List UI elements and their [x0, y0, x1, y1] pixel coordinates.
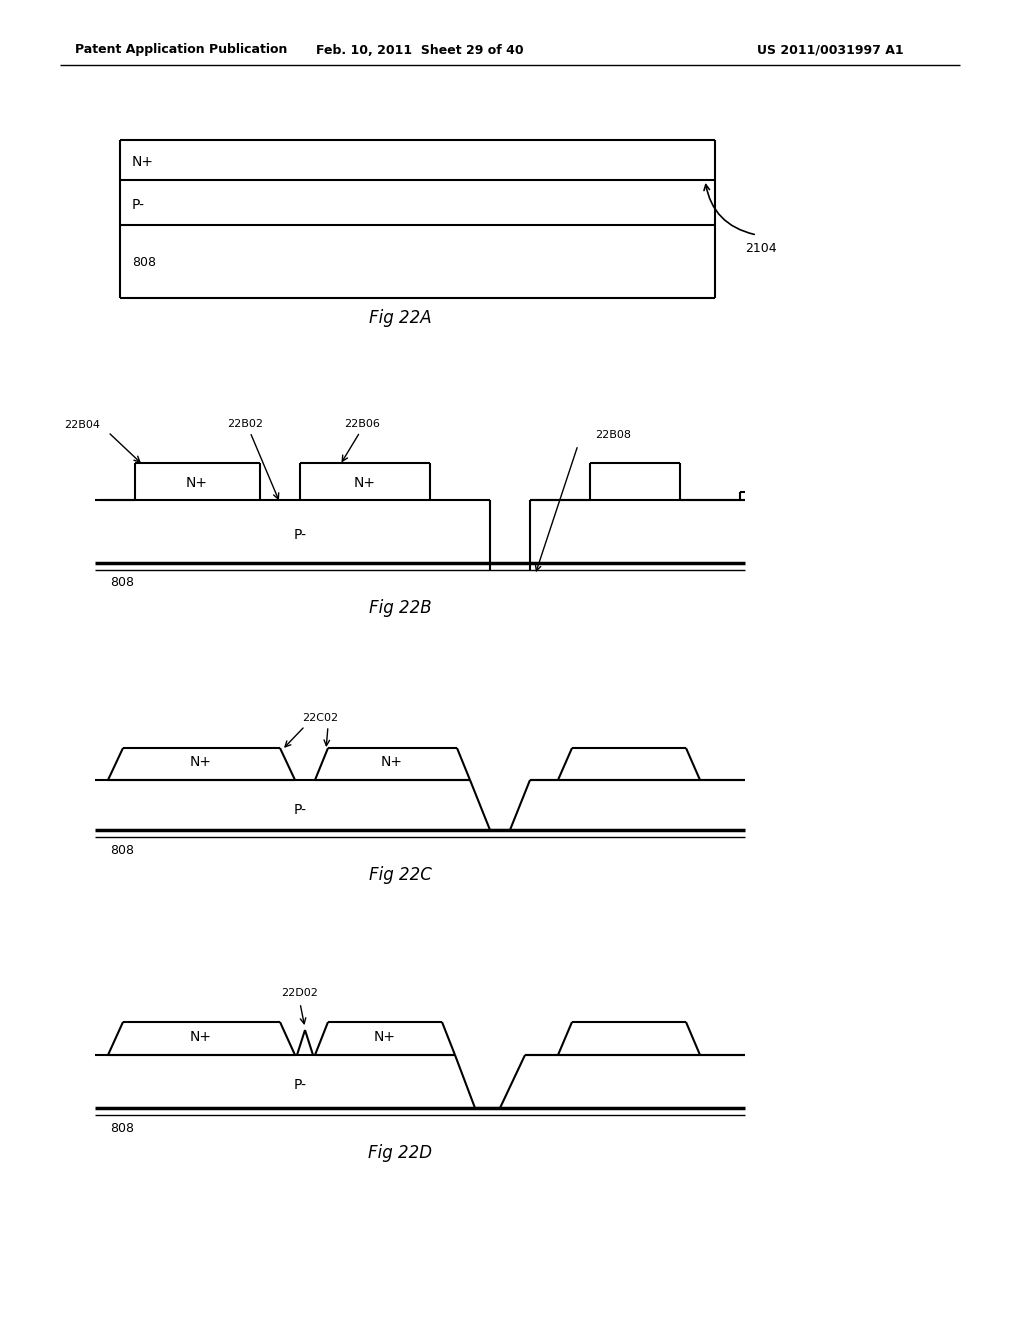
Text: 2104: 2104 [745, 242, 776, 255]
Text: N+: N+ [354, 477, 376, 490]
Text: N+: N+ [190, 1030, 212, 1044]
Text: 22D02: 22D02 [282, 987, 318, 998]
Text: P-: P- [294, 1078, 306, 1092]
Text: Fig 22C: Fig 22C [369, 866, 431, 884]
Text: N+: N+ [132, 154, 154, 169]
Text: 22B08: 22B08 [595, 430, 631, 440]
Text: 808: 808 [110, 577, 134, 590]
Text: N+: N+ [186, 477, 208, 490]
Text: Feb. 10, 2011  Sheet 29 of 40: Feb. 10, 2011 Sheet 29 of 40 [316, 44, 524, 57]
Text: 808: 808 [110, 1122, 134, 1134]
Text: 22B06: 22B06 [344, 418, 380, 429]
Text: 22B02: 22B02 [227, 418, 263, 429]
Text: Fig 22A: Fig 22A [369, 309, 431, 327]
Text: Fig 22B: Fig 22B [369, 599, 431, 616]
Text: N+: N+ [374, 1030, 396, 1044]
Text: Patent Application Publication: Patent Application Publication [75, 44, 288, 57]
Text: 22C02: 22C02 [302, 713, 338, 723]
Text: Fig 22D: Fig 22D [368, 1144, 432, 1162]
Text: 808: 808 [110, 843, 134, 857]
Text: 808: 808 [132, 256, 156, 269]
Text: N+: N+ [190, 755, 212, 770]
Text: 22B04: 22B04 [63, 420, 100, 430]
Text: P-: P- [294, 528, 306, 543]
Text: P-: P- [294, 803, 306, 817]
Text: N+: N+ [381, 755, 403, 770]
Text: US 2011/0031997 A1: US 2011/0031997 A1 [757, 44, 903, 57]
Text: P-: P- [132, 198, 145, 213]
